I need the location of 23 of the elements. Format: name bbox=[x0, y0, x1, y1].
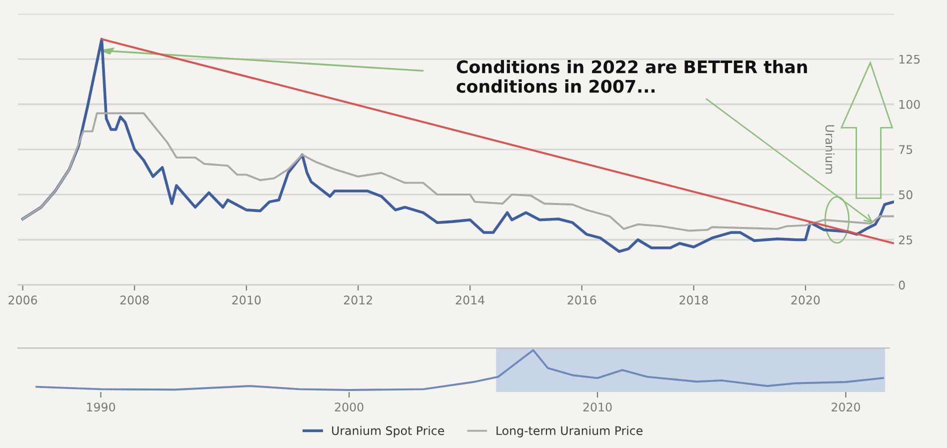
y-tick-label: 0 bbox=[898, 280, 905, 290]
y-tick-label: 75 bbox=[899, 145, 912, 154]
x-tick-label: 2010 bbox=[232, 296, 261, 304]
x-tick-label: 2006 bbox=[8, 296, 38, 304]
y-tick-label: 50 bbox=[899, 190, 912, 200]
x-tick-label: 2018 bbox=[680, 296, 708, 304]
y-tick-label: 25 bbox=[899, 235, 912, 244]
y-tick-label: 100 bbox=[899, 100, 920, 109]
x-tick-label: 2012 bbox=[344, 296, 372, 304]
x-tick-label: 2020 bbox=[832, 402, 860, 412]
annotation: Conditions in 2022 are BETTER than conditions in 2007... bbox=[456, 60, 807, 93]
x-tick-label: 2014 bbox=[456, 296, 484, 304]
x-tick-label: 2020 bbox=[791, 296, 820, 304]
x-tick-label: 2000 bbox=[334, 402, 364, 412]
y-axis-title: Uranium bbox=[825, 125, 835, 174]
x-tick-label: 2016 bbox=[568, 296, 596, 304]
legend-label: Long-term Uranium Price bbox=[496, 426, 642, 438]
x-tick-label: 2010 bbox=[583, 402, 612, 412]
y-tick-label: 125 bbox=[899, 54, 920, 64]
line-series bbox=[22, 112, 894, 232]
x-tick-label: 1990 bbox=[87, 402, 116, 412]
x-tick-label: 2008 bbox=[120, 296, 149, 304]
legend-label: Uranium Spot Price bbox=[332, 426, 444, 438]
